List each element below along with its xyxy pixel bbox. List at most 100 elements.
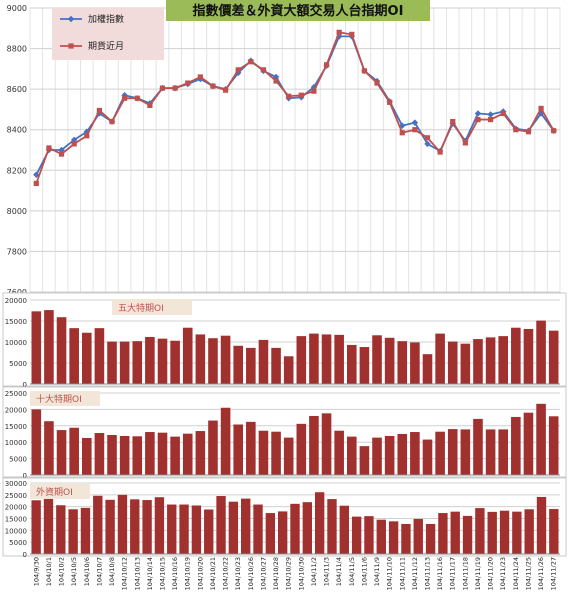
bar <box>31 311 42 384</box>
x-tick-label: 104/10/20 <box>196 557 204 590</box>
y-tick-label: 25000 <box>5 492 27 500</box>
x-tick-label: 104/10/28 <box>272 557 280 590</box>
y-tick-label: 5000 <box>9 456 27 464</box>
x-tick-label: 104/10/5 <box>70 557 78 586</box>
bar <box>536 320 546 384</box>
futures-point <box>260 67 267 73</box>
title-box <box>166 0 430 21</box>
x-tick-label: 104/10/2 <box>58 557 66 586</box>
bar <box>511 327 521 384</box>
futures-point <box>71 141 77 147</box>
bar <box>107 434 117 475</box>
bar <box>132 436 143 475</box>
bar <box>208 338 218 384</box>
legend-spot-label: 加權指數 <box>88 13 124 25</box>
futures-point <box>323 62 330 68</box>
x-tick-label: 104/10/15 <box>159 557 167 590</box>
top-chart-series <box>33 29 557 187</box>
x-tick-label: 104/11/24 <box>512 557 520 590</box>
y-tick-label: 25000 <box>5 390 27 398</box>
bar <box>258 430 269 475</box>
bar <box>334 334 344 384</box>
bar <box>170 340 180 384</box>
x-tick-label: 104/11/17 <box>449 557 457 590</box>
bar <box>359 347 370 384</box>
futures-point <box>33 180 39 187</box>
bar <box>485 429 496 475</box>
index-basis-line-chart: 76007800800082008400860088009000 加權指數 期貨… <box>7 0 561 297</box>
bar <box>473 339 483 384</box>
futures-point <box>286 93 292 99</box>
bar <box>460 429 471 475</box>
x-tick-label: 104/10/7 <box>95 557 103 586</box>
bar <box>157 432 168 475</box>
y-tick-label: 8600 <box>7 85 27 94</box>
x-tick-label: 104/10/26 <box>247 557 255 590</box>
bar <box>523 328 534 384</box>
y-tick-label: 20000 <box>5 504 27 512</box>
futures-point <box>248 59 254 65</box>
bar-panel-label: 外資期OI <box>36 486 73 498</box>
futures-point <box>172 85 178 91</box>
x-tick-label: 104/10/8 <box>108 557 116 586</box>
futures-point <box>551 128 557 134</box>
spot-index-point <box>474 110 482 117</box>
bar <box>548 416 559 475</box>
x-tick-label: 104/11/18 <box>461 557 469 590</box>
bar <box>422 354 433 384</box>
futures-point <box>235 67 241 73</box>
y-tick-label: 10000 <box>5 527 27 535</box>
bar <box>69 328 79 384</box>
bar <box>473 418 483 475</box>
x-tick-label: 104/10/22 <box>222 557 230 590</box>
bar <box>80 507 91 554</box>
futures-point <box>374 80 380 86</box>
x-tick-label: 104/11/23 <box>499 557 507 590</box>
x-tick-label: 104/11/27 <box>550 557 558 590</box>
futures-point <box>46 145 52 151</box>
bar <box>372 437 382 475</box>
bar <box>512 511 522 554</box>
futures-point <box>311 88 317 94</box>
spot-index-point <box>121 92 128 99</box>
bar-panel-2: 0 5000 10000 15000 20000 25000 十大特期OI <box>2 386 567 480</box>
bar <box>422 439 433 475</box>
futures-point <box>134 95 140 101</box>
bar <box>498 336 509 384</box>
bar <box>220 335 231 384</box>
bar <box>435 431 445 475</box>
futures-point <box>500 110 506 117</box>
spot-index-point <box>83 128 90 135</box>
bar-panel-label-box <box>112 299 192 315</box>
bar <box>283 437 294 475</box>
bar <box>68 509 78 554</box>
bar <box>94 433 105 475</box>
bar <box>499 510 510 554</box>
y-tick-label: 7800 <box>7 247 27 256</box>
legend-futures-label: 期貨近月 <box>88 40 124 52</box>
x-tick-label: 104/11/20 <box>487 557 495 590</box>
bar-panel-3: 0 5000 10000 15000 20000 25000 30000 外資期OI <box>2 477 567 559</box>
bar <box>549 509 559 554</box>
bar-panels: 0 5000 10000 15000 20000 五大特期OI 0 5000 10000 1500… <box>2 292 567 559</box>
y-tick-label: 20000 <box>5 406 27 414</box>
bar <box>435 333 445 384</box>
x-tick-label: 104/11/9 <box>373 557 381 586</box>
bar <box>154 497 165 554</box>
bar <box>182 433 193 475</box>
futures-point <box>84 133 90 139</box>
bar <box>132 341 143 384</box>
bar <box>130 499 140 554</box>
y-tick-label: 0 <box>23 381 27 389</box>
x-tick-label: 104/11/2 <box>310 557 318 586</box>
bar <box>296 423 307 475</box>
bar <box>191 505 202 554</box>
bar <box>321 413 332 475</box>
bar <box>438 513 448 554</box>
bar-panel-label: 五大特期OI <box>118 302 164 314</box>
x-tick-label: 104/11/6 <box>360 557 368 586</box>
x-tick-label: 104/10/21 <box>209 557 217 590</box>
bar <box>346 436 357 475</box>
x-tick-label: 104/10/29 <box>285 557 293 590</box>
bar <box>253 504 263 554</box>
